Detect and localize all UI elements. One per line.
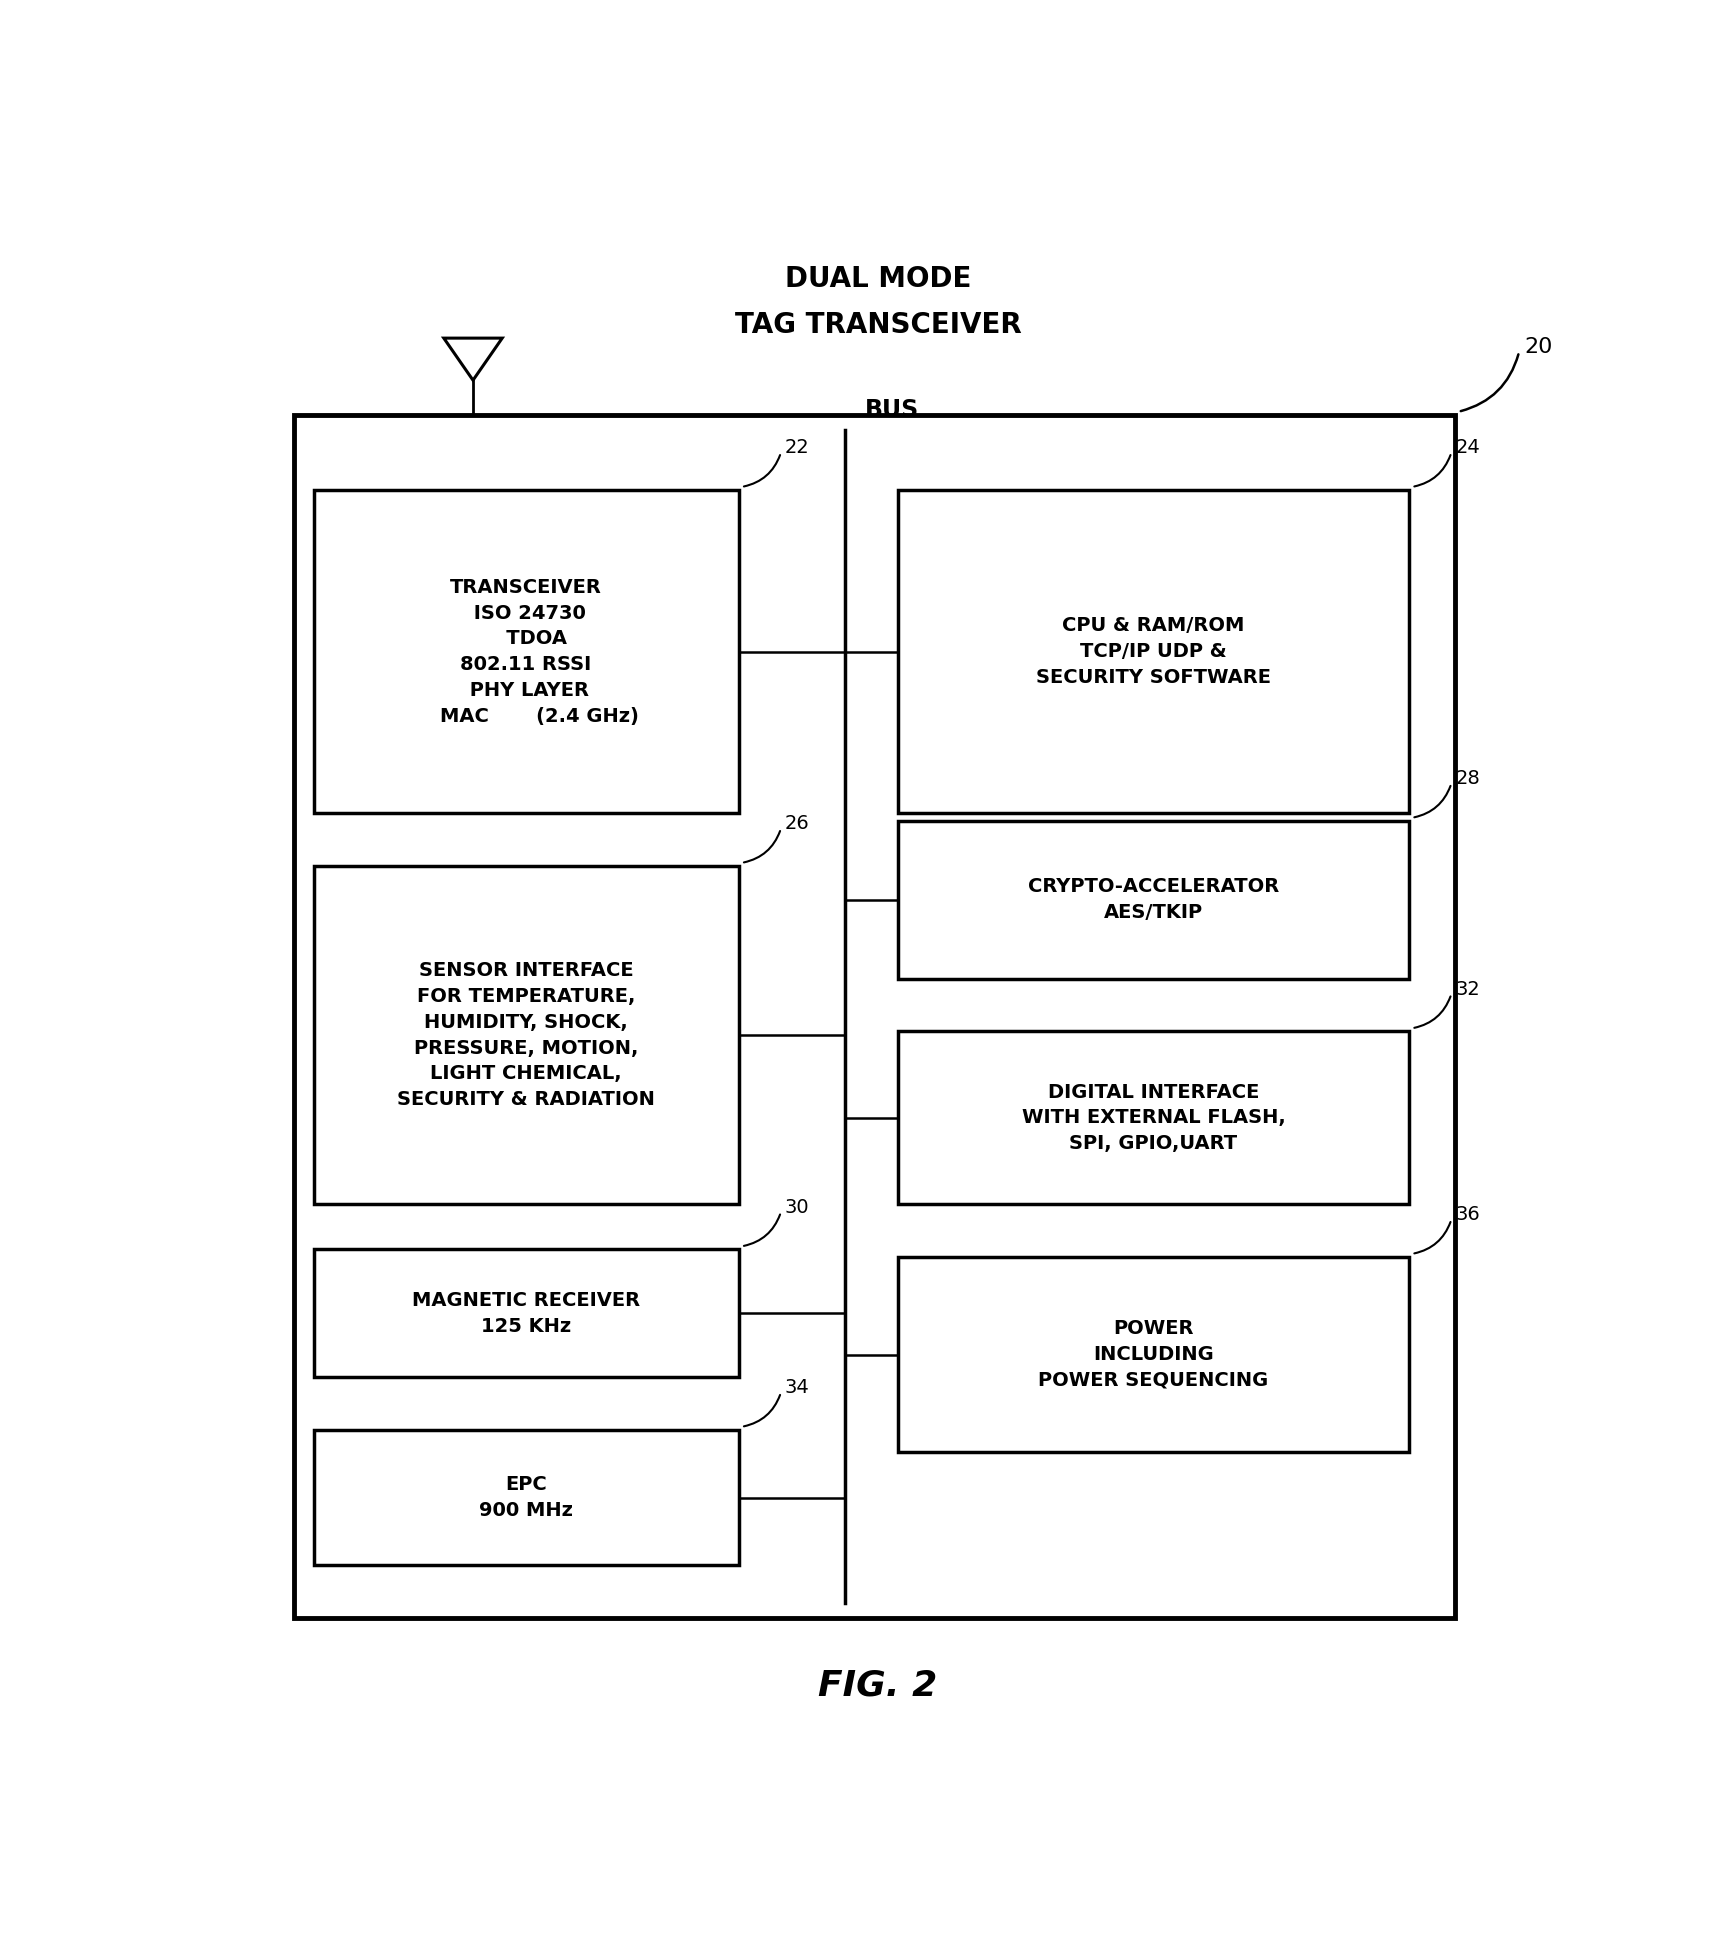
Text: 36: 36 (1456, 1205, 1480, 1225)
Bar (313, 1430, 738, 1564)
Text: DUAL MODE: DUAL MODE (785, 266, 971, 293)
Text: MAGNETIC RECEIVER
125 KHz: MAGNETIC RECEIVER 125 KHz (413, 1291, 641, 1336)
Text: 34: 34 (785, 1379, 810, 1396)
Text: 28: 28 (1456, 769, 1480, 789)
Bar (313, 865, 738, 1205)
Text: FIG. 2: FIG. 2 (819, 1668, 937, 1703)
Text: POWER
INCLUDING
POWER SEQUENCING: POWER INCLUDING POWER SEQUENCING (1038, 1320, 1269, 1391)
Text: DIGITAL INTERFACE
WITH EXTERNAL FLASH,
SPI, GPIO,UART: DIGITAL INTERFACE WITH EXTERNAL FLASH, S… (1021, 1082, 1285, 1152)
Bar (295, 414, 1456, 1617)
Text: 24: 24 (1456, 437, 1480, 457)
Bar (898, 490, 1410, 812)
Text: 30: 30 (785, 1197, 810, 1217)
Text: 22: 22 (785, 437, 810, 457)
Text: CPU & RAM/ROM
TCP/IP UDP &
SECURITY SOFTWARE: CPU & RAM/ROM TCP/IP UDP & SECURITY SOFT… (1036, 617, 1271, 687)
Bar (898, 820, 1410, 978)
Text: TAG TRANSCEIVER: TAG TRANSCEIVER (735, 311, 1021, 338)
Text: 20: 20 (1525, 338, 1552, 357)
Text: 32: 32 (1456, 980, 1480, 998)
Text: TRANSCEIVER
 ISO 24730
   TDOA
802.11 RSSI
 PHY LAYER
    MAC       (2.4 GHz): TRANSCEIVER ISO 24730 TDOA 802.11 RSSI P… (413, 578, 639, 727)
Text: CRYPTO-ACCELERATOR
AES/TKIP: CRYPTO-ACCELERATOR AES/TKIP (1028, 877, 1280, 922)
Text: BUS: BUS (865, 398, 918, 422)
Bar (313, 1250, 738, 1377)
Bar (898, 1031, 1410, 1205)
Bar (898, 1258, 1410, 1453)
Text: 26: 26 (785, 814, 810, 834)
Bar (313, 490, 738, 812)
Text: SENSOR INTERFACE
FOR TEMPERATURE,
HUMIDITY, SHOCK,
PRESSURE, MOTION,
LIGHT CHEMI: SENSOR INTERFACE FOR TEMPERATURE, HUMIDI… (397, 961, 654, 1109)
Text: EPC
900 MHz: EPC 900 MHz (480, 1475, 574, 1519)
